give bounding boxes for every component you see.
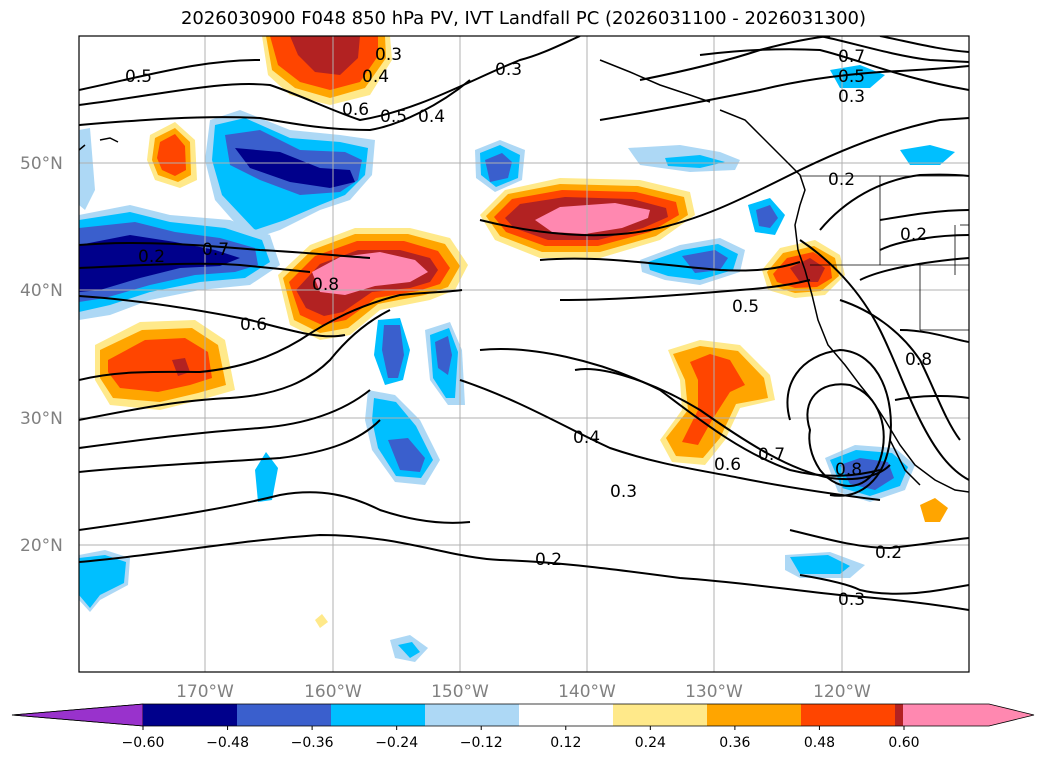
lon-tick-label: 140°W	[558, 682, 616, 702]
negative-anomaly	[235, 148, 355, 188]
colorbar-extend-low	[11, 703, 144, 727]
negative-anomaly	[388, 438, 425, 472]
negative-anomaly	[398, 642, 420, 658]
contour-label: 0.2	[535, 550, 562, 570]
contour-label: 0.3	[838, 87, 865, 107]
colorbar-label: 0.36	[719, 735, 750, 751]
contour-label: 0.3	[838, 590, 865, 610]
positive-anomaly	[108, 338, 212, 392]
contour-labels: 0.5 0.3 0.4 0.6 0.5 0.4 0.3 0.7 0.8 0.6 …	[125, 45, 932, 610]
positive-anomaly	[790, 258, 825, 282]
negative-anomaly	[756, 205, 778, 228]
contour-label: 0.2	[138, 247, 165, 267]
contour-label: 0.8	[312, 275, 339, 295]
negative-anomaly	[382, 325, 404, 378]
coastline	[79, 59, 969, 493]
colorbar-label: 0.24	[635, 735, 666, 751]
contour-label: 0.2	[875, 543, 902, 563]
lon-axis: 170°W 160°W 150°W 140°W 130°W 120°W	[176, 682, 871, 702]
contour-label: 0.5	[732, 297, 759, 317]
negative-anomaly	[79, 555, 126, 608]
colorbar-label: −0.48	[206, 735, 249, 751]
map-panel: 0.5 0.3 0.4 0.6 0.5 0.4 0.3 0.7 0.8 0.6 …	[79, 36, 969, 672]
contour-label: 0.7	[838, 47, 865, 67]
negative-anomaly	[830, 65, 885, 88]
lat-tick-label: 40°N	[20, 281, 63, 301]
colorbar-label: −0.12	[460, 735, 503, 751]
negative-anomaly	[435, 336, 452, 375]
contour-label: 0.8	[905, 350, 932, 370]
colorbar-label: 0.12	[550, 735, 581, 751]
contour-label: 0.3	[495, 60, 522, 80]
positive-anomaly	[920, 498, 948, 522]
negative-anomaly	[79, 128, 95, 210]
contour-label: 0.5	[838, 67, 865, 87]
contour-label: 0.6	[714, 455, 741, 475]
positive-anomaly	[315, 614, 328, 628]
lon-tick-label: 130°W	[685, 682, 743, 702]
lon-tick-label: 120°W	[813, 682, 871, 702]
lat-tick-label: 30°N	[20, 409, 63, 429]
borders	[800, 175, 969, 331]
negative-anomaly	[665, 155, 725, 168]
contour-label: 0.8	[835, 460, 862, 480]
positive-anomaly	[535, 203, 650, 234]
colorbar-extend-high	[903, 704, 1034, 726]
colorbar-swatch	[143, 704, 238, 726]
contour-label: 0.6	[342, 100, 369, 120]
graticule	[79, 36, 969, 672]
colorbar-label: 0.48	[804, 735, 835, 751]
map-title: 2026030900 F048 850 hPa PV, IVT Landfall…	[180, 8, 867, 29]
contour-label: 0.7	[202, 240, 229, 260]
positive-anomaly	[290, 36, 360, 75]
lat-axis: 50°N 40°N 30°N 20°N	[20, 154, 63, 556]
colorbar-swatch	[613, 704, 708, 726]
positive-anomaly	[312, 252, 428, 295]
lat-tick-label: 20°N	[20, 536, 63, 556]
contour-label: 0.7	[758, 445, 785, 465]
lat-tick-label: 50°N	[20, 154, 63, 174]
colorbar-label: −0.60	[122, 735, 165, 751]
colorbar-swatch	[237, 704, 332, 726]
lon-tick-label: 150°W	[431, 682, 489, 702]
contour-label: 0.2	[900, 225, 927, 245]
map-frame	[78, 35, 970, 673]
colorbar-swatch	[425, 704, 520, 726]
positive-anomaly	[157, 134, 186, 176]
colorbar-label: −0.24	[375, 735, 418, 751]
contour-label: 0.4	[362, 67, 389, 87]
negative-anomaly	[790, 555, 850, 574]
negative-anomaly	[485, 153, 512, 182]
negative-anomaly	[900, 145, 955, 165]
colorbar-swatch	[331, 704, 426, 726]
contour-label: 0.3	[375, 45, 402, 65]
contour-label: 0.5	[380, 107, 407, 127]
negative-anomaly	[840, 458, 894, 490]
colorbar-swatch	[801, 704, 896, 726]
pv-shading	[79, 36, 955, 662]
colorbar-swatch	[519, 704, 614, 726]
contour-label: 0.6	[240, 315, 267, 335]
contour-label: 0.3	[610, 482, 637, 502]
colorbar: −0.60 −0.48 −0.36 −0.24 −0.12 0.12 0.24 0.36 0.4…	[11, 703, 1035, 751]
colorbar-label: −0.36	[291, 735, 334, 751]
lon-tick-label: 170°W	[176, 682, 234, 702]
colorbar-swatch	[707, 704, 802, 726]
contour-label: 0.2	[828, 170, 855, 190]
lon-tick-label: 160°W	[304, 682, 362, 702]
contour-label: 0.4	[573, 428, 600, 448]
contour-label: 0.4	[418, 107, 445, 127]
contour-label: 0.5	[125, 67, 152, 87]
negative-anomaly	[255, 452, 278, 502]
colorbar-label: 0.60	[888, 735, 919, 751]
